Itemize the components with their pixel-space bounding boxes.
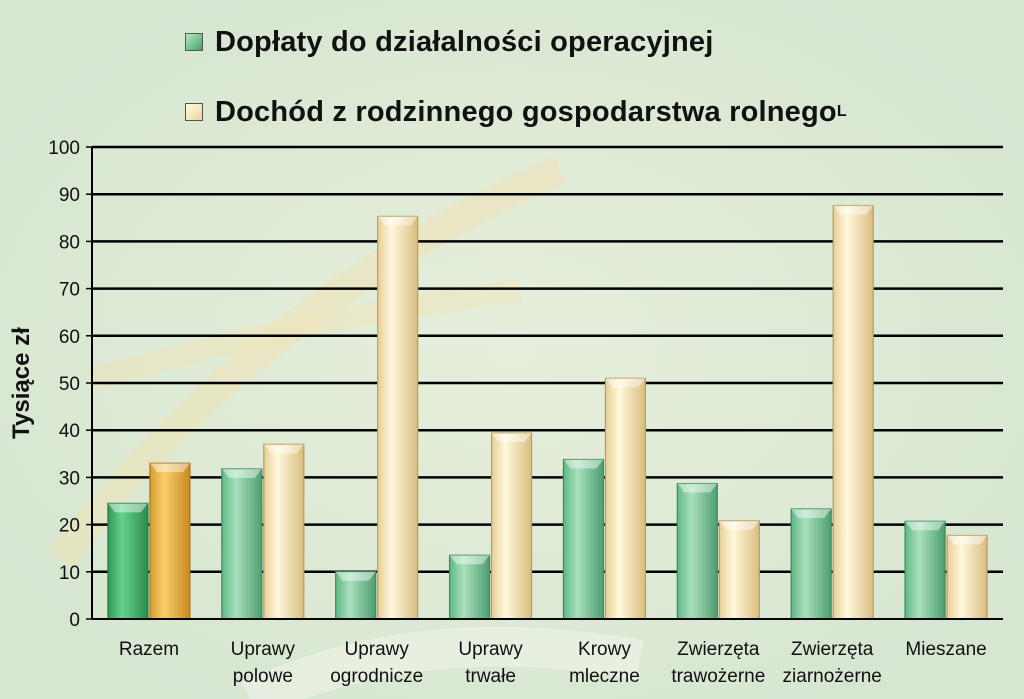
- bar-doplaty: [904, 520, 946, 620]
- bar-body: [149, 462, 191, 620]
- bar-dochod: [604, 377, 647, 620]
- bar-bevel: [905, 521, 946, 531]
- x-tick-label: mleczne: [569, 666, 640, 687]
- x-tick-label: Mieszane: [905, 639, 986, 660]
- bar-bevel: [791, 509, 832, 519]
- y-tick-label: 100: [48, 138, 80, 159]
- background-decoration: [48, 156, 644, 699]
- x-tick-label: Uprawy: [458, 639, 523, 660]
- bar-body: [107, 502, 149, 620]
- bar-doplaty: [790, 508, 832, 620]
- bar-body: [904, 520, 946, 620]
- bar-body: [718, 520, 760, 620]
- x-tick-label: ogrodnicze: [330, 666, 423, 687]
- legend-item-dochod: Dochód z rodzinnego gospodarstwa rolnego…: [185, 90, 847, 134]
- bar-bevel: [221, 468, 262, 478]
- x-tick-label: trwałe: [465, 666, 516, 687]
- bar-dochod: [946, 534, 988, 620]
- bar-dochod: [718, 520, 760, 620]
- bar-doplaty: [107, 502, 149, 620]
- bar-bevel: [677, 483, 718, 493]
- bar-body: [676, 482, 718, 620]
- bar-body: [790, 508, 832, 620]
- x-axis-labels: Razem Uprawy polowe Uprawy ogrodnicze Uprawy t…: [119, 639, 987, 687]
- bar-body: [448, 554, 491, 620]
- y-tick-label: 20: [59, 516, 80, 537]
- bar-dochod: [263, 443, 305, 620]
- y-axis-title: Tysiące zł: [8, 327, 35, 439]
- bar-body: [263, 443, 305, 620]
- bars: [107, 204, 988, 620]
- bar-dochod: [149, 462, 191, 620]
- x-tick-label: Krowy: [578, 639, 631, 660]
- bar-body: [562, 458, 605, 620]
- legend-label-suffix: L: [836, 103, 847, 120]
- bar-bevel: [377, 216, 418, 226]
- x-tick-label: ziarnożerne: [783, 666, 882, 687]
- bar-bevel: [563, 459, 604, 469]
- y-tick-label: 60: [59, 327, 80, 348]
- x-tick-label: trawożerne: [671, 666, 765, 687]
- legend-label-dochod: Dochód z rodzinnego gospodarstwa rolnego: [215, 95, 837, 128]
- y-tick-label: 90: [59, 185, 80, 206]
- y-tick-label: 80: [59, 232, 80, 253]
- bar-bevel: [491, 433, 532, 443]
- bar-bevel: [107, 503, 148, 513]
- bar-doplaty: [448, 554, 491, 620]
- bar-bevel: [335, 571, 376, 581]
- bar-dochod: [377, 215, 419, 620]
- y-tick-label: 0: [69, 610, 80, 631]
- bar-doplaty: [676, 482, 718, 620]
- y-tick-label: 10: [59, 563, 80, 584]
- bar-body: [335, 571, 377, 620]
- x-tick-label: polowe: [233, 666, 293, 687]
- bar-dochod: [832, 204, 874, 620]
- legend-label-doplaty: Dopłaty do działalności operacyjnej: [215, 25, 714, 58]
- legend-swatch-cream: [185, 103, 203, 121]
- bar-bevel: [947, 535, 988, 545]
- y-axis-ticks: 0 10 20 30 40 50 60 70 80 90 100: [48, 138, 92, 631]
- bar-doplaty: [221, 468, 263, 620]
- legend-item-doplaty: Dopłaty do działalności operacyjnej: [185, 20, 847, 64]
- bar-bevel: [833, 205, 874, 215]
- bar-dochod: [490, 432, 533, 620]
- legend: Dopłaty do działalności operacyjnej Doch…: [185, 20, 847, 160]
- y-tick-label: 30: [59, 468, 80, 489]
- y-tick-label: 50: [59, 374, 80, 395]
- bar-bevel: [605, 378, 646, 388]
- bar-body: [377, 215, 419, 620]
- bar-doplaty: [562, 458, 605, 620]
- bar-body: [946, 534, 988, 620]
- bar-body: [221, 468, 263, 620]
- legend-swatch-green: [185, 33, 203, 51]
- bar-bevel: [449, 555, 490, 565]
- x-tick-label: Uprawy: [231, 639, 296, 660]
- bar-body: [832, 204, 874, 620]
- x-tick-label: Zwierzęta: [791, 639, 874, 660]
- x-tick-label: Zwierzęta: [677, 639, 760, 660]
- bar-body: [490, 432, 533, 620]
- bar-body: [604, 377, 647, 620]
- x-tick-label: Razem: [119, 639, 179, 660]
- x-tick-label: Uprawy: [344, 639, 409, 660]
- bar-bevel: [263, 444, 304, 454]
- bar-bevel: [149, 463, 190, 473]
- y-tick-label: 40: [59, 421, 80, 442]
- bar-doplaty: [335, 571, 377, 620]
- y-tick-label: 70: [59, 280, 80, 301]
- bar-bevel: [719, 520, 760, 530]
